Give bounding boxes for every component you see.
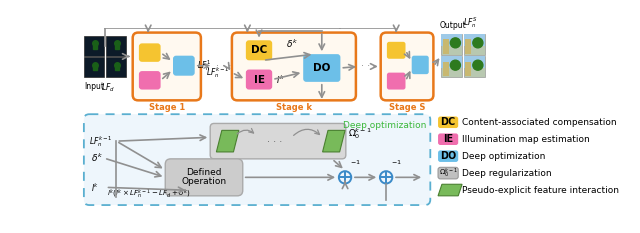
FancyBboxPatch shape — [165, 159, 243, 196]
Text: Stage k: Stage k — [276, 103, 312, 112]
FancyBboxPatch shape — [387, 42, 406, 59]
Text: $\Omega_0^{k-1}$: $\Omega_0^{k-1}$ — [348, 127, 372, 141]
Text: DO: DO — [440, 151, 456, 161]
Bar — [84, 36, 104, 56]
Text: $^{-1}$: $^{-1}$ — [349, 160, 360, 169]
Text: Defined: Defined — [186, 168, 221, 177]
Bar — [465, 39, 471, 54]
Text: Output: Output — [440, 21, 467, 30]
FancyBboxPatch shape — [438, 167, 458, 179]
Text: Deep optimization: Deep optimization — [343, 121, 426, 130]
Text: $I^k$: $I^k$ — [91, 181, 99, 194]
Bar — [106, 36, 125, 56]
FancyBboxPatch shape — [438, 134, 458, 145]
Text: IE: IE — [253, 75, 264, 85]
Circle shape — [473, 38, 483, 48]
Text: $LF_n^S$: $LF_n^S$ — [463, 15, 477, 30]
Text: DO: DO — [313, 63, 330, 73]
Text: DC: DC — [251, 45, 267, 55]
Text: $LF_n^{k-1}$: $LF_n^{k-1}$ — [90, 134, 113, 149]
FancyBboxPatch shape — [210, 123, 346, 159]
Bar — [463, 56, 484, 77]
Circle shape — [451, 60, 460, 70]
FancyBboxPatch shape — [303, 54, 340, 82]
Text: $l^k(I^k \times LF_n^{k-1} - LF_d + \delta^k)$: $l^k(I^k \times LF_n^{k-1} - LF_d + \del… — [107, 188, 191, 201]
Bar — [443, 39, 449, 54]
Bar — [441, 56, 462, 68]
FancyBboxPatch shape — [139, 71, 161, 89]
Text: · · ·: · · · — [360, 62, 376, 72]
Text: · · ·: · · · — [216, 62, 232, 72]
Polygon shape — [323, 130, 345, 152]
FancyBboxPatch shape — [246, 69, 272, 89]
Bar — [106, 57, 125, 77]
Text: Stage 1: Stage 1 — [148, 103, 185, 112]
Bar — [463, 34, 484, 46]
FancyBboxPatch shape — [438, 150, 458, 162]
Bar — [463, 56, 484, 68]
Text: Illumination map estimation: Illumination map estimation — [462, 135, 590, 144]
FancyBboxPatch shape — [246, 40, 272, 60]
Text: $^{-1}$: $^{-1}$ — [391, 160, 402, 169]
Text: $LF_n^{k-1}$: $LF_n^{k-1}$ — [205, 65, 229, 80]
Text: IE: IE — [443, 134, 453, 144]
Text: $\delta^k$: $\delta^k$ — [91, 152, 103, 164]
FancyBboxPatch shape — [84, 114, 430, 205]
Circle shape — [451, 38, 460, 48]
Text: $LF_d$: $LF_d$ — [101, 82, 115, 94]
Text: DC: DC — [440, 117, 456, 127]
FancyBboxPatch shape — [232, 33, 356, 100]
Text: $\delta^k$: $\delta^k$ — [286, 37, 298, 50]
FancyBboxPatch shape — [387, 73, 406, 89]
Text: Deep regularization: Deep regularization — [462, 169, 552, 178]
Text: $I^k$: $I^k$ — [276, 73, 285, 86]
Bar — [84, 57, 104, 77]
FancyBboxPatch shape — [381, 33, 433, 100]
FancyBboxPatch shape — [173, 56, 195, 76]
Text: $LF_n^1$: $LF_n^1$ — [197, 58, 211, 73]
FancyBboxPatch shape — [132, 33, 201, 100]
Bar — [441, 34, 462, 55]
Text: Deep optimization: Deep optimization — [462, 152, 545, 161]
Text: Input: Input — [84, 82, 105, 91]
Bar — [465, 62, 471, 76]
Polygon shape — [216, 130, 239, 152]
FancyBboxPatch shape — [438, 116, 458, 128]
Text: Operation: Operation — [181, 178, 227, 186]
Bar — [441, 34, 462, 46]
Bar — [463, 34, 484, 55]
Bar — [441, 56, 462, 77]
Text: Stage S: Stage S — [389, 103, 425, 112]
Polygon shape — [438, 184, 462, 196]
Text: Content-associated compensation: Content-associated compensation — [462, 118, 617, 127]
Text: $\Omega_0^{k-1}$: $\Omega_0^{k-1}$ — [438, 166, 458, 180]
Text: Pseudo-explicit feature interaction: Pseudo-explicit feature interaction — [462, 185, 619, 195]
FancyBboxPatch shape — [139, 43, 161, 62]
Text: · · ·: · · · — [266, 137, 282, 147]
Circle shape — [473, 60, 483, 70]
FancyBboxPatch shape — [412, 56, 429, 74]
Bar — [443, 62, 449, 76]
